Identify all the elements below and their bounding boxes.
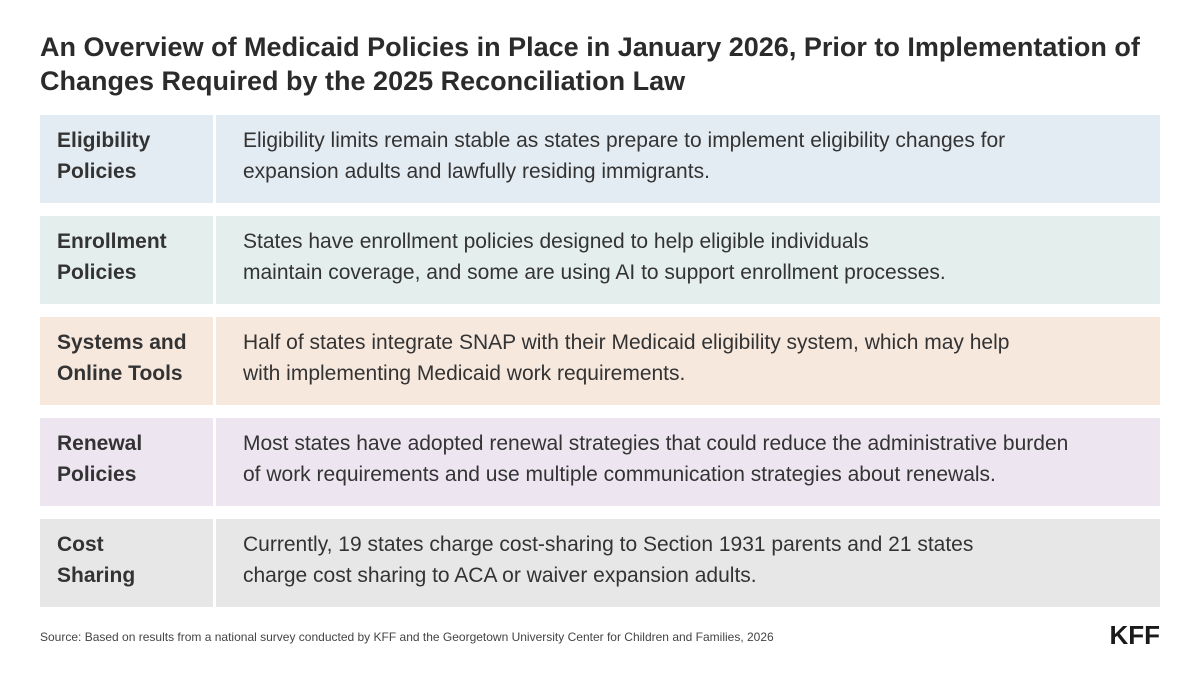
row-description-line-1: Most states have adopted renewal strateg… xyxy=(243,432,1069,455)
policy-row-renewal: Renewal Policies Most states have adopte… xyxy=(40,418,1160,506)
kff-logo: KFF xyxy=(1109,620,1160,650)
row-description: Half of states integrate SNAP with their… xyxy=(216,317,1160,405)
row-description-line-2: of work requirements and use multiple co… xyxy=(243,463,996,486)
row-divider xyxy=(213,317,216,405)
row-label-line-2: Policies xyxy=(57,463,137,486)
page-title: An Overview of Medicaid Policies in Plac… xyxy=(40,30,1170,98)
row-description-line-1: Eligibility limits remain stable as stat… xyxy=(243,129,1006,152)
row-description-line-2: with implementing Medicaid work requirem… xyxy=(243,362,686,385)
row-description: Currently, 19 states charge cost-sharing… xyxy=(216,519,1160,607)
row-label-line-1: Cost xyxy=(57,533,104,556)
policy-row-cost-sharing: Cost Sharing Currently, 19 states charge… xyxy=(40,519,1160,607)
row-description-line-2: maintain coverage, and some are using AI… xyxy=(243,261,946,284)
row-label-line-2: Sharing xyxy=(57,564,136,587)
row-description-line-1: Currently, 19 states charge cost-sharing… xyxy=(243,533,974,556)
row-label: Cost Sharing xyxy=(40,519,213,607)
row-label-line-2: Policies xyxy=(57,261,137,284)
row-description-line-1: States have enrollment policies designed… xyxy=(243,230,869,253)
row-description: Most states have adopted renewal strateg… xyxy=(216,418,1160,506)
row-description: States have enrollment policies designed… xyxy=(216,216,1160,304)
row-label-line-1: Eligibility xyxy=(57,129,151,152)
policy-row-eligibility: Eligibility Policies Eligibility limits … xyxy=(40,115,1160,203)
policy-row-enrollment: Enrollment Policies States have enrollme… xyxy=(40,216,1160,304)
row-divider xyxy=(213,115,216,203)
source-note: Source: Based on results from a national… xyxy=(40,630,774,644)
row-label: Renewal Policies xyxy=(40,418,213,506)
row-label: Systems and Online Tools xyxy=(40,317,213,405)
row-divider xyxy=(213,519,216,607)
row-description-line-2: expansion adults and lawfully residing i… xyxy=(243,160,710,183)
title-line-1: An Overview of Medicaid Policies in Plac… xyxy=(40,32,1140,62)
row-label: Enrollment Policies xyxy=(40,216,213,304)
title-line-2: Changes Required by the 2025 Reconciliat… xyxy=(40,66,686,96)
row-description-line-2: charge cost sharing to ACA or waiver exp… xyxy=(243,564,757,587)
row-description: Eligibility limits remain stable as stat… xyxy=(216,115,1160,203)
row-label-line-1: Systems and xyxy=(57,331,187,354)
row-description-line-1: Half of states integrate SNAP with their… xyxy=(243,331,1010,354)
row-label-line-1: Enrollment xyxy=(57,230,167,253)
policy-table: Eligibility Policies Eligibility limits … xyxy=(40,115,1160,620)
row-divider xyxy=(213,418,216,506)
row-label-line-2: Policies xyxy=(57,160,137,183)
row-label: Eligibility Policies xyxy=(40,115,213,203)
row-divider xyxy=(213,216,216,304)
policy-row-systems: Systems and Online Tools Half of states … xyxy=(40,317,1160,405)
row-label-line-2: Online Tools xyxy=(57,362,183,385)
row-label-line-1: Renewal xyxy=(57,432,143,455)
